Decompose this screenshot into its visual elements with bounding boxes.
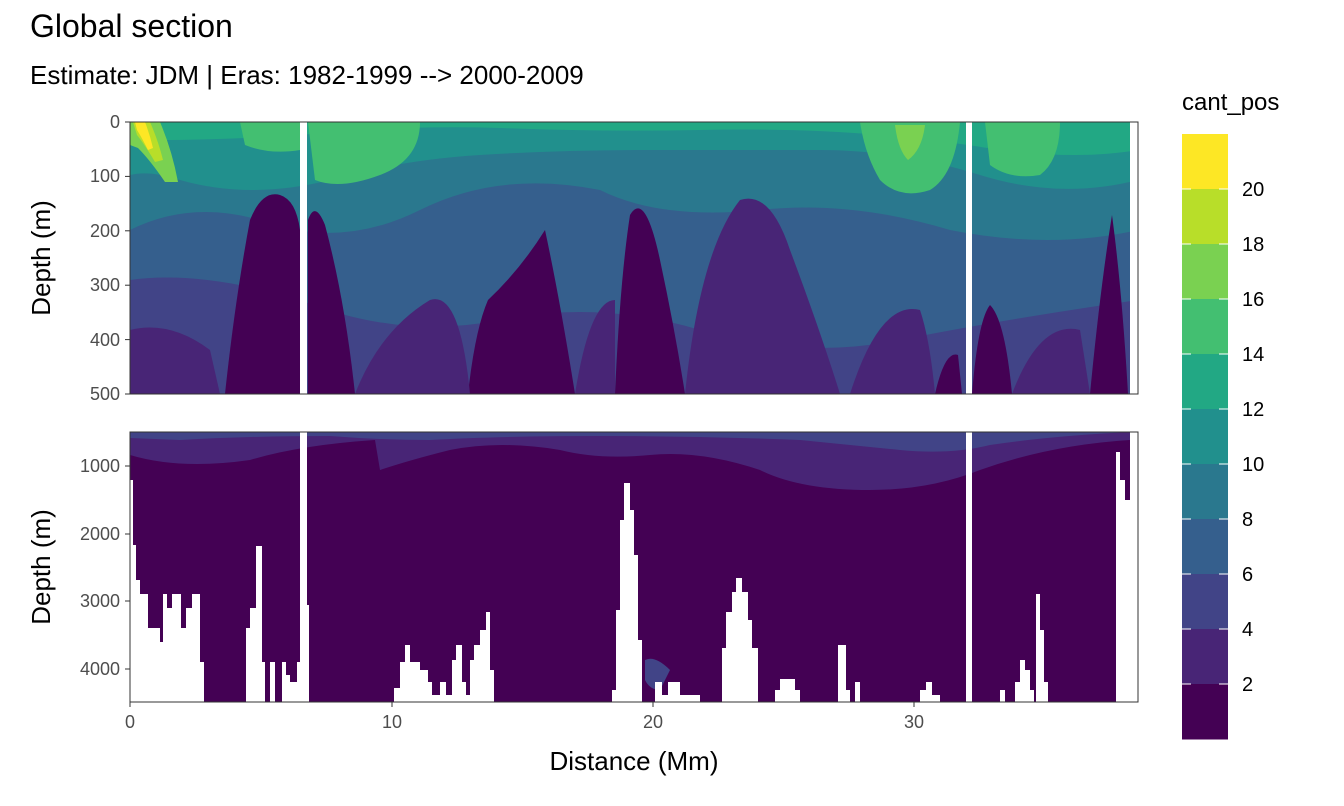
legend-swatch	[1182, 629, 1228, 685]
legend-swatch	[1182, 519, 1228, 575]
y-axis-label-upper: Depth (m)	[26, 200, 56, 316]
legend-swatch	[1182, 574, 1228, 630]
axes: 0 100 200 300 400 500 1000 2000 3000 400…	[26, 112, 924, 776]
x-tick-0: 0	[125, 712, 135, 732]
legend-label: 12	[1242, 399, 1264, 421]
legend-swatch	[1182, 409, 1228, 465]
legend-label: 4	[1242, 619, 1253, 641]
x-tick-30: 30	[904, 712, 924, 732]
y-tick-lower-2000: 2000	[80, 524, 120, 544]
panel-upper	[129, 121, 1139, 395]
y-tick-upper-200: 200	[90, 221, 120, 241]
legend-label: 20	[1242, 179, 1264, 201]
y-tick-upper-100: 100	[90, 166, 120, 186]
legend-swatch	[1182, 134, 1228, 190]
y-tick-lower-3000: 3000	[80, 591, 120, 611]
y-tick-lower-4000: 4000	[80, 659, 120, 679]
legend-label: 10	[1242, 454, 1264, 476]
legend-swatch	[1182, 299, 1228, 355]
legend-swatch	[1182, 244, 1228, 300]
legend-label: 18	[1242, 234, 1264, 256]
y-tick-lower-1000: 1000	[80, 456, 120, 476]
chart-subtitle: Estimate: JDM | Eras: 1982-1999 --> 2000…	[30, 60, 584, 90]
legend-label: 16	[1242, 289, 1264, 311]
legend: cant_pos 20 18 16 14 12 10 8 6 4 2	[1182, 89, 1279, 740]
x-axis-label: Distance (Mm)	[549, 746, 718, 776]
legend-swatch	[1182, 189, 1228, 245]
x-tick-10: 10	[382, 712, 402, 732]
legend-label: 8	[1242, 509, 1253, 531]
y-tick-upper-500: 500	[90, 384, 120, 404]
x-tick-20: 20	[643, 712, 663, 732]
panel-lower	[129, 431, 1139, 703]
y-axis-label-lower: Depth (m)	[26, 509, 56, 625]
y-tick-upper-400: 400	[90, 330, 120, 350]
legend-swatch	[1182, 464, 1228, 520]
y-tick-upper-0: 0	[110, 112, 120, 132]
legend-title: cant_pos	[1182, 89, 1279, 116]
legend-label: 6	[1242, 564, 1253, 586]
legend-swatch	[1182, 684, 1228, 740]
chart-title: Global section	[30, 8, 233, 44]
y-tick-upper-300: 300	[90, 275, 120, 295]
legend-label: 14	[1242, 344, 1264, 366]
legend-swatch	[1182, 354, 1228, 410]
legend-label: 2	[1242, 674, 1253, 696]
